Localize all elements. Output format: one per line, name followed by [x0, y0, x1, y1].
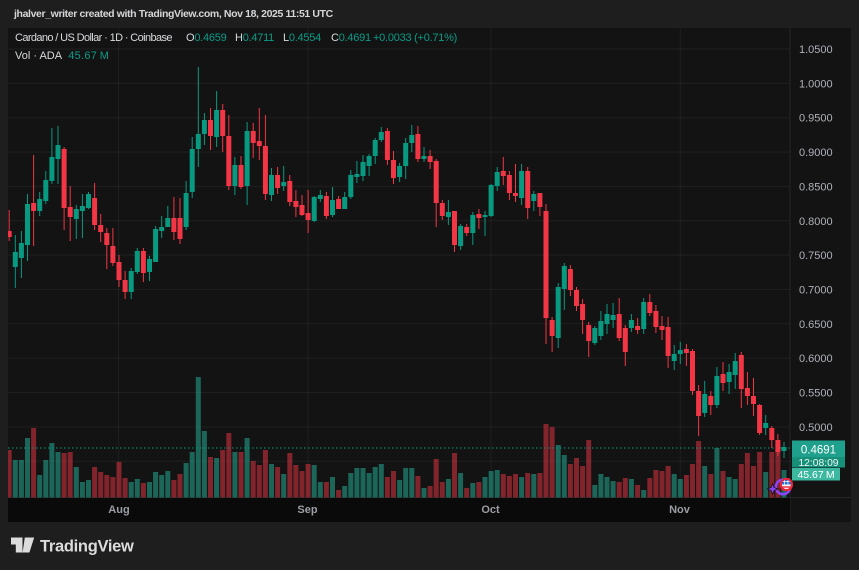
svg-text:0.8500: 0.8500	[799, 181, 833, 193]
svg-text:0.7000: 0.7000	[799, 285, 833, 297]
svg-text:12:08:09: 12:08:09	[798, 458, 838, 469]
svg-text:45.67 M: 45.67 M	[797, 469, 834, 481]
svg-text:0.6500: 0.6500	[799, 319, 833, 331]
svg-text:0.6000: 0.6000	[799, 353, 833, 365]
svg-text:0.8000: 0.8000	[799, 216, 833, 228]
svg-text:Oct: Oct	[481, 504, 500, 516]
svg-text:1.0000: 1.0000	[799, 78, 833, 90]
svg-text:0.5500: 0.5500	[799, 388, 833, 400]
svg-text:0.5000: 0.5000	[799, 422, 833, 434]
svg-text:0.7500: 0.7500	[799, 250, 833, 262]
svg-text:Nov: Nov	[669, 504, 691, 516]
svg-text:0.9500: 0.9500	[799, 113, 833, 125]
svg-text:1.0500: 1.0500	[799, 44, 833, 56]
svg-text:0.4691: 0.4691	[801, 445, 836, 457]
svg-text:TradingView: TradingView	[40, 538, 134, 556]
svg-text:0.9000: 0.9000	[799, 147, 833, 159]
svg-text:Sep: Sep	[297, 504, 317, 516]
svg-text:Aug: Aug	[108, 504, 129, 516]
